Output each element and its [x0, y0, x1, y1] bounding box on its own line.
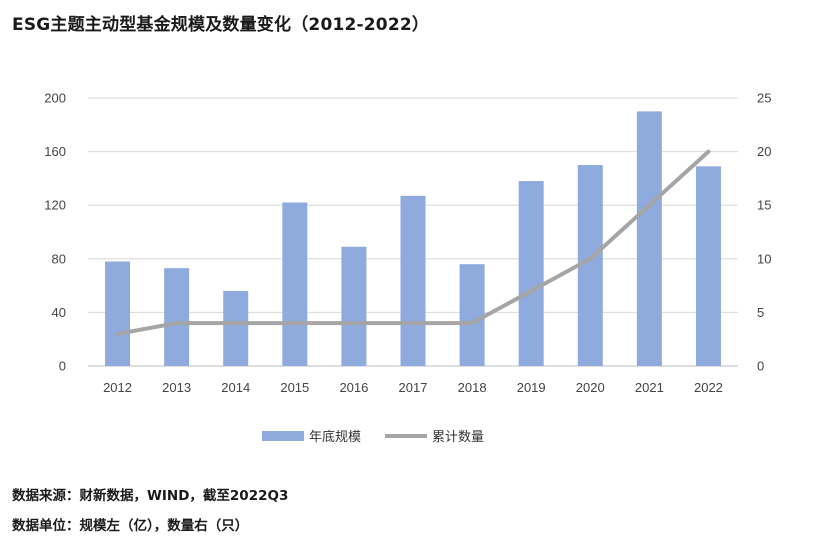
- x-tick-label: 2013: [162, 380, 191, 395]
- bar: [341, 246, 367, 366]
- legend-swatch-bar: [262, 431, 304, 441]
- x-axis: 2012 2013 2014 2015 2016 2017 2018 2019 2020 2021…: [103, 380, 723, 395]
- bar: [164, 268, 190, 366]
- units-note: 数据单位：规模左（亿），数量右（只）: [12, 518, 249, 534]
- x-tick-label: 2020: [576, 380, 605, 395]
- x-tick-label: 2015: [280, 380, 309, 395]
- line-series: [115, 149, 711, 336]
- bar: [282, 202, 308, 366]
- y-right-tick-label: 25: [757, 91, 771, 106]
- legend-label-bar: 年底规模: [309, 429, 361, 445]
- source-note: 数据来源：财新数据，WIND，截至2022Q3: [12, 488, 289, 504]
- y-axis-right: 0 5 10 15 20 25: [757, 91, 771, 374]
- y-left-tick-label: 200: [44, 91, 66, 106]
- x-tick-label: 2018: [458, 380, 487, 395]
- bar: [518, 181, 544, 366]
- y-left-tick-label: 0: [59, 359, 66, 374]
- y-right-tick-label: 0: [757, 359, 764, 374]
- legend: 年底规模 累计数量: [262, 429, 484, 445]
- x-tick-label: 2012: [103, 380, 132, 395]
- y-left-tick-label: 40: [52, 305, 66, 320]
- x-tick-label: 2021: [635, 380, 664, 395]
- bar: [695, 166, 721, 366]
- x-tick-label: 2016: [339, 380, 368, 395]
- y-right-tick-label: 15: [757, 198, 771, 213]
- bar: [105, 261, 131, 366]
- line-path: [115, 149, 711, 336]
- bar: [223, 290, 249, 366]
- y-right-tick-label: 20: [757, 144, 771, 159]
- y-right-tick-label: 10: [757, 251, 771, 266]
- y-left-tick-label: 80: [52, 251, 66, 266]
- y-axis-left: 0 40 80 120 160 200: [44, 91, 66, 374]
- x-tick-label: 2017: [399, 380, 428, 395]
- x-tick-label: 2014: [221, 380, 250, 395]
- chart-title: ESG主题主动型基金规模及数量变化（2012-2022）: [12, 15, 430, 35]
- bar: [400, 195, 426, 366]
- y-right-tick-label: 5: [757, 305, 764, 320]
- bar: [636, 111, 662, 367]
- bar-series: [105, 111, 721, 367]
- y-left-tick-label: 160: [44, 144, 66, 159]
- bar: [459, 264, 485, 366]
- x-tick-label: 2022: [694, 380, 723, 395]
- y-left-tick-label: 120: [44, 198, 66, 213]
- x-tick-label: 2019: [517, 380, 546, 395]
- legend-label-line: 累计数量: [432, 430, 484, 445]
